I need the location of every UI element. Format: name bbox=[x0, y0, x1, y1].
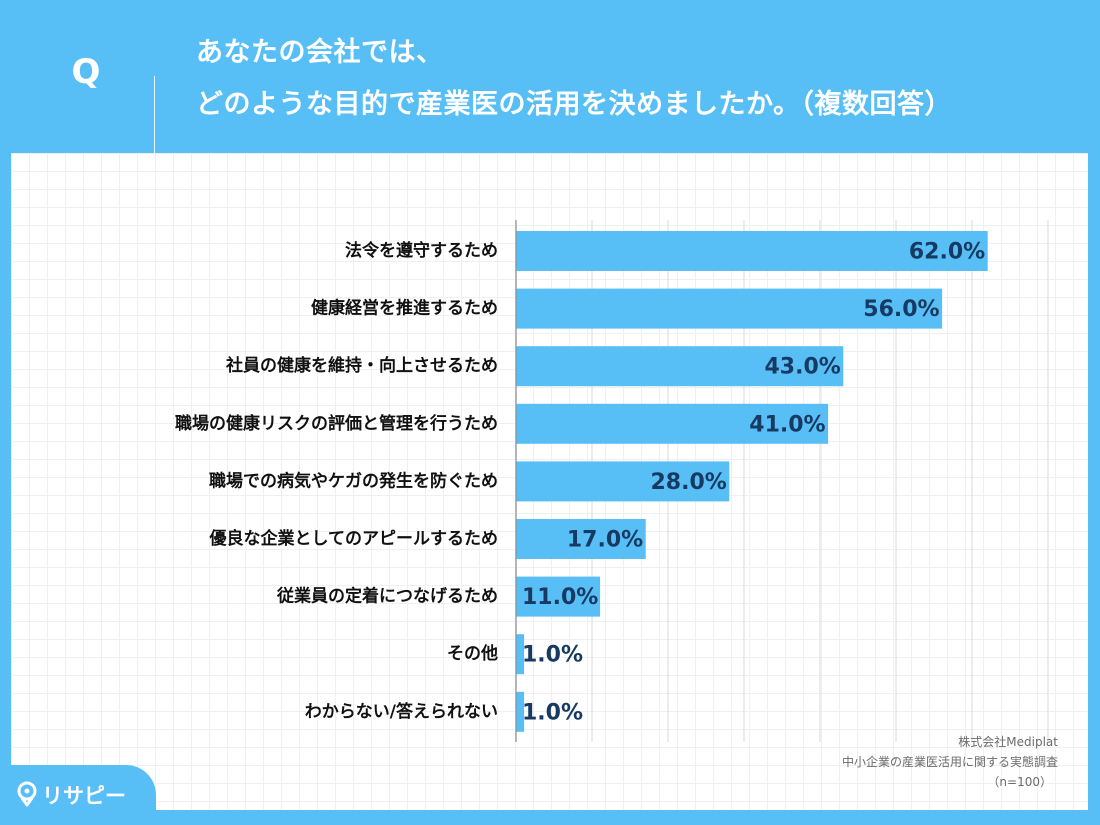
question-title-line2: どのような目的で産業医の活用を決めましたか。（複数回答） bbox=[196, 89, 952, 120]
bar bbox=[516, 634, 525, 675]
bar bbox=[516, 576, 601, 617]
source-company: 株式会社Mediplat bbox=[958, 735, 1058, 749]
header: Q あなたの会社では、 どのような目的で産業医の活用を決めましたか。（複数回答） bbox=[0, 0, 1100, 153]
source-survey: 中小企業の産業医活用に関する実態調査 bbox=[841, 755, 1058, 769]
bar bbox=[516, 231, 988, 271]
bar-layer: 法令を遵守するため 62.0% 健康経営を推進するため 56.0% 社員の健康を維持・向… bbox=[175, 231, 988, 732]
bar bbox=[516, 691, 525, 732]
bar bbox=[516, 461, 730, 502]
source-sample: （n=100） bbox=[987, 775, 1052, 789]
bar bbox=[516, 346, 844, 387]
category-label: 職場での病気やケガの発生を防ぐため bbox=[209, 470, 498, 491]
logo-tab bbox=[0, 765, 156, 825]
bar bbox=[516, 403, 829, 444]
category-label: 優良な企業としてのアピールするため bbox=[209, 528, 499, 549]
bar bbox=[516, 519, 646, 559]
category-label: 社員の健康を維持・向上させるため bbox=[225, 355, 498, 376]
header-divider bbox=[154, 76, 155, 153]
category-label: その他 bbox=[447, 643, 498, 664]
data-label: 11.0% bbox=[522, 585, 598, 610]
question-mark: Q bbox=[71, 52, 101, 92]
chart-panel: 法令を遵守するため 62.0% 健康経営を推進するため 56.0% 社員の健康を維持・向… bbox=[11, 153, 1088, 810]
data-label: 1.0% bbox=[522, 643, 583, 668]
data-label: 28.0% bbox=[650, 470, 726, 495]
data-label: 41.0% bbox=[749, 412, 825, 437]
logo-text: リサピー bbox=[42, 784, 126, 808]
category-label: 法令を遵守するため bbox=[345, 240, 498, 261]
data-label: 1.0% bbox=[522, 700, 583, 725]
question-title-line1: あなたの会社では、 bbox=[196, 37, 444, 68]
data-label: 56.0% bbox=[863, 297, 939, 322]
category-label: 従業員の定着につなげるため bbox=[276, 586, 498, 607]
bar bbox=[516, 288, 943, 329]
data-label: 43.0% bbox=[764, 355, 840, 380]
data-label: 17.0% bbox=[567, 528, 643, 553]
location-pin-icon bbox=[17, 781, 37, 807]
data-label: 62.0% bbox=[909, 240, 985, 265]
category-label: 職場の健康リスクの評価と管理を行うため bbox=[175, 413, 498, 434]
bar-chart: 法令を遵守するため 62.0% 健康経営を推進するため 56.0% 社員の健康を維持・向… bbox=[175, 220, 1049, 742]
category-label: わからない/答えられない bbox=[305, 701, 498, 722]
category-label: 健康経営を推進するため bbox=[311, 298, 498, 319]
